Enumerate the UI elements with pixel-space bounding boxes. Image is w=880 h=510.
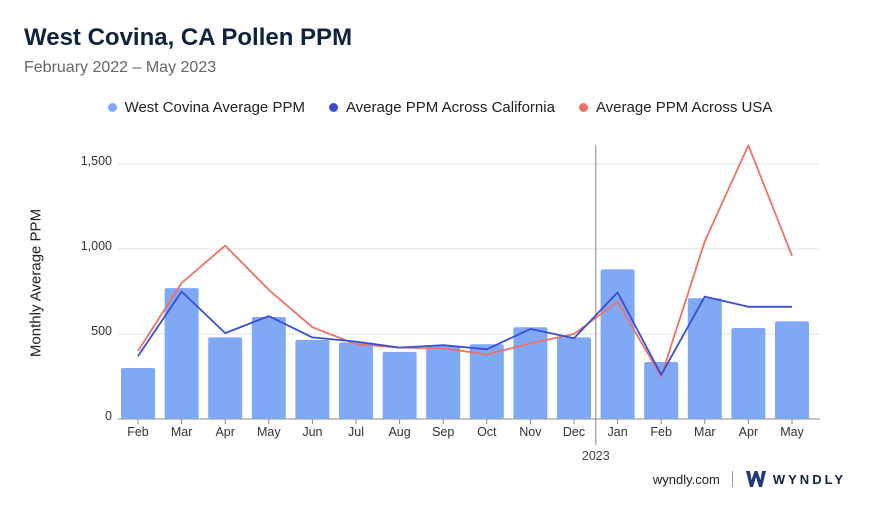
chart-subtitle: February 2022 – May 2023 [24, 59, 217, 76]
x-tick-label: Apr [215, 425, 234, 439]
x-tick-label: Jul [348, 425, 364, 439]
legend-item-california: Average PPM Across California [328, 99, 555, 116]
x-tick-label: May [780, 425, 804, 439]
legend-item-usa: Average PPM Across USA [578, 99, 773, 116]
brand: WYNDLY [745, 470, 846, 488]
legend-swatch-california [328, 103, 338, 112]
legend-swatch-west-covina [107, 103, 117, 112]
x-tick-label: Nov [519, 425, 542, 439]
x-tick-label: Dec [563, 425, 585, 439]
bar [164, 288, 199, 419]
x-tick-label: Feb [127, 425, 149, 439]
bar [775, 321, 809, 419]
legend-item-west-covina: West Covina Average PPM [107, 99, 305, 116]
x-tick-label: Aug [388, 425, 410, 439]
y-tick-label: 500 [91, 324, 112, 338]
brand-name: WYNDLY [772, 471, 846, 487]
legend-label-california: Average PPM Across California [345, 99, 555, 116]
x-tick-label: Mar [171, 425, 193, 439]
bar [557, 337, 591, 419]
legend-swatch-usa [578, 103, 588, 112]
bar [339, 342, 373, 419]
site-link[interactable]: wyndly.com [652, 471, 720, 487]
y-tick-label: 1,000 [81, 239, 112, 253]
chart-legend: West Covina Average PPM Average PPM Acro… [0, 99, 880, 116]
california-series-line [137, 290, 792, 376]
usa-series-line [137, 144, 793, 378]
bar [644, 362, 679, 419]
footer-separator [731, 471, 733, 487]
x-tick-label: Jan [608, 425, 628, 439]
y-tick-label: 0 [105, 409, 112, 423]
bar [121, 368, 155, 419]
legend-label-west-covina: West Covina Average PPM [124, 99, 305, 116]
wyndly-logo-icon [745, 471, 766, 487]
y-tick-label: 1,500 [81, 154, 112, 168]
bar [208, 337, 243, 419]
bar [251, 317, 286, 419]
bar [295, 339, 330, 419]
x-tick-label: Oct [477, 425, 497, 439]
bar [426, 345, 461, 419]
footer: wyndly.com WYNDLY [653, 470, 846, 488]
legend-label-usa: Average PPM Across USA [595, 99, 773, 116]
x-tick-label: Mar [694, 425, 716, 439]
x-tick-label: Jun [302, 425, 322, 439]
x-tick-label: Feb [650, 425, 672, 439]
x-tick-label: Sep [432, 425, 454, 439]
year-label: 2023 [582, 449, 610, 463]
x-tick-label: May [257, 425, 281, 439]
bar [687, 298, 722, 419]
bar [731, 328, 766, 419]
bar [513, 327, 548, 419]
chart-title: West Covina, CA Pollen PPM [24, 24, 353, 51]
bar [469, 344, 504, 419]
bar [382, 351, 417, 419]
x-tick-label: Apr [739, 425, 758, 439]
